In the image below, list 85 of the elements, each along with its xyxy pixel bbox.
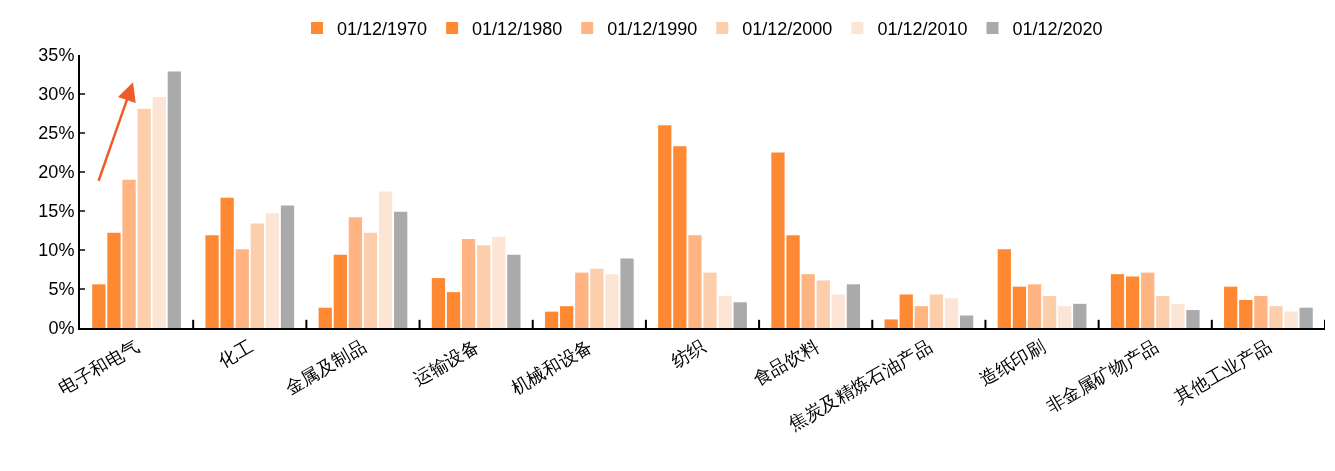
bar <box>620 258 634 328</box>
bar <box>348 217 363 328</box>
bar <box>544 311 559 328</box>
legend-label: 01/12/1980 <box>472 19 563 40</box>
legend-label: 01/12/1990 <box>607 19 698 40</box>
bar <box>1299 307 1313 328</box>
y-tick-label: 25% <box>38 123 75 144</box>
bar <box>899 294 913 328</box>
bar <box>167 71 181 328</box>
bar <box>1156 296 1170 328</box>
x-tick-label: 运输设备 <box>410 336 483 390</box>
x-tick-label: 纺织 <box>667 336 709 372</box>
bar <box>959 315 974 328</box>
x-tick-label: 金属及制品 <box>281 336 370 399</box>
bar <box>816 280 830 328</box>
bar <box>688 235 702 328</box>
bar <box>1042 296 1057 328</box>
y-tick-label: 10% <box>38 240 75 261</box>
y-tick-label: 30% <box>38 84 75 105</box>
bar <box>122 179 136 328</box>
y-tick-label: 0% <box>48 318 75 339</box>
bar <box>658 125 672 328</box>
bar <box>914 306 928 328</box>
bar <box>673 146 687 328</box>
x-tick-label: 电子和电气 <box>55 336 144 399</box>
bar <box>560 306 574 328</box>
bar <box>846 284 861 328</box>
bar <box>333 254 347 328</box>
bar <box>590 268 604 328</box>
y-tick-label: 35% <box>38 45 75 66</box>
y-tick-label: 20% <box>38 162 75 183</box>
bar <box>250 223 264 328</box>
bar <box>378 191 393 328</box>
legend-label: 01/12/2020 <box>1012 19 1103 40</box>
x-tick-label: 化工 <box>215 336 257 372</box>
bar <box>220 197 234 328</box>
bar <box>1269 306 1283 328</box>
bar <box>703 272 717 328</box>
x-tick-label: 食品饮料 <box>749 336 823 390</box>
x-tick-label: 造纸印刷 <box>976 336 1049 390</box>
bar <box>461 239 476 328</box>
bar <box>929 294 944 328</box>
legend-label: 01/12/2010 <box>877 19 968 40</box>
y-tick-label: 5% <box>48 279 75 300</box>
bar <box>801 274 815 328</box>
bar <box>394 211 408 328</box>
bar <box>1171 303 1185 328</box>
bar <box>884 319 898 328</box>
bar <box>137 108 151 328</box>
bar <box>318 307 332 328</box>
bar <box>492 236 506 328</box>
bar <box>205 235 219 328</box>
bar <box>280 205 295 328</box>
bar <box>265 213 280 328</box>
y-tick-label: 15% <box>38 201 75 222</box>
bar <box>1027 284 1042 328</box>
bar <box>1125 276 1140 328</box>
bar <box>831 294 845 328</box>
bar <box>507 254 521 328</box>
bar <box>363 232 378 328</box>
bar <box>1186 310 1200 328</box>
x-tick-label: 其他工业产品 <box>1171 336 1275 408</box>
bar <box>152 97 166 328</box>
bar <box>431 278 446 328</box>
bar <box>477 245 491 328</box>
bar <box>733 302 747 328</box>
bar <box>1224 286 1238 328</box>
legend-label: 01/12/2000 <box>742 19 833 40</box>
bar <box>1284 311 1298 328</box>
bar <box>1058 306 1072 328</box>
bar <box>446 292 461 328</box>
bar <box>1254 296 1268 328</box>
bar <box>718 296 732 328</box>
legend-label: 01/12/1970 <box>337 19 428 40</box>
bar <box>1239 299 1253 328</box>
bar <box>1110 274 1125 328</box>
bar <box>1073 303 1087 328</box>
bar <box>1141 272 1155 328</box>
bar <box>605 274 619 328</box>
bar <box>235 249 249 328</box>
x-tick-label: 机械和设备 <box>507 336 596 399</box>
bar <box>575 272 589 328</box>
bar <box>1012 286 1027 328</box>
bar <box>997 249 1011 328</box>
bar <box>944 298 959 328</box>
